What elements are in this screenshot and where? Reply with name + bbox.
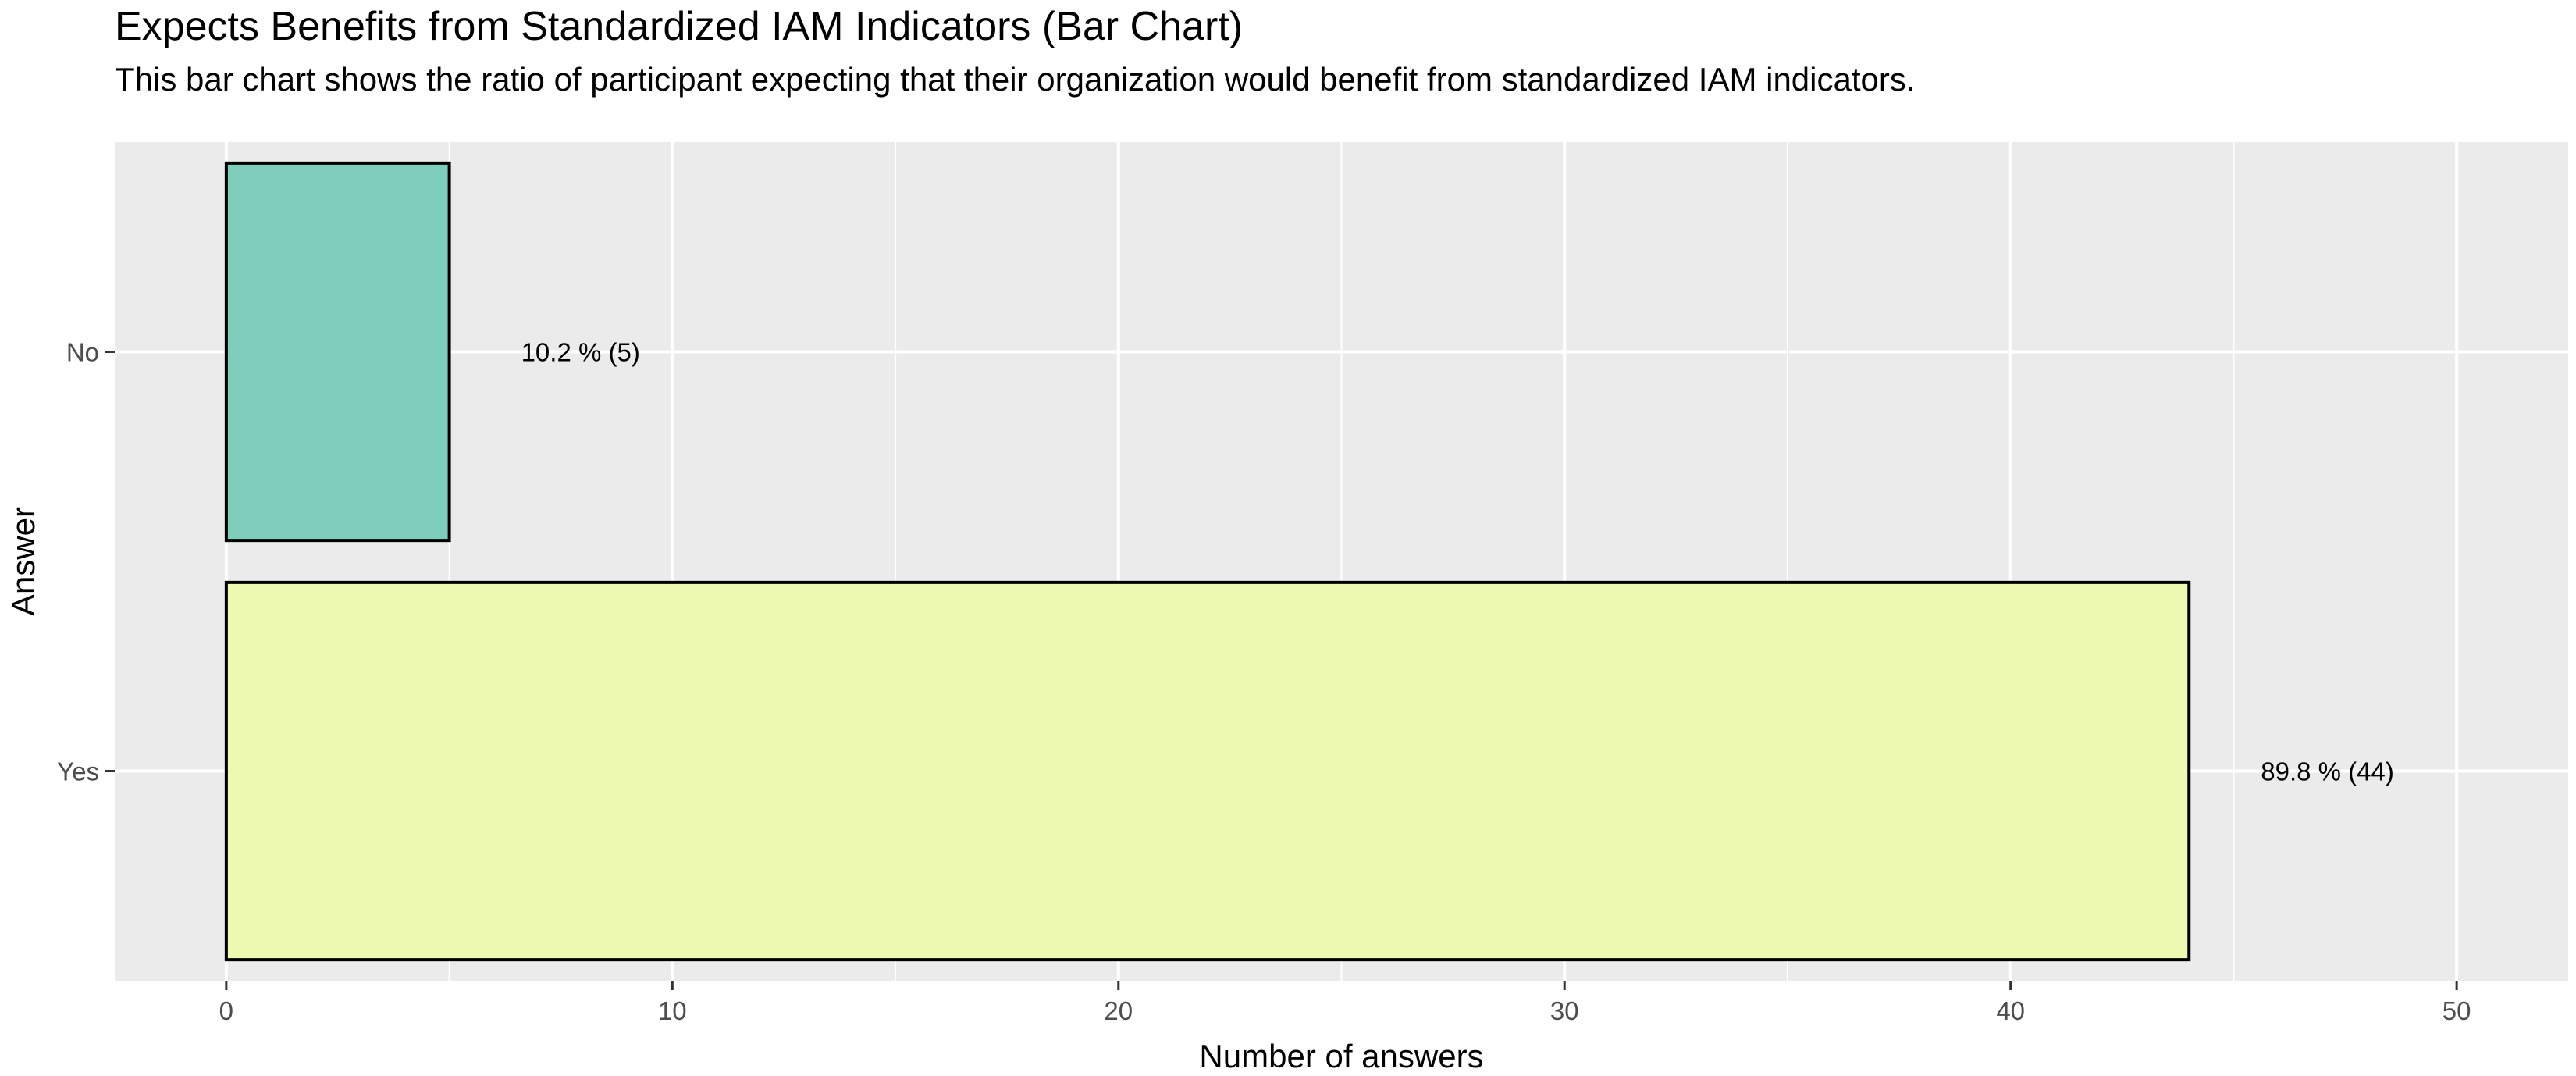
bar-no [224, 161, 451, 543]
x-axis: 0 10 20 30 40 50 [219, 981, 2471, 1025]
y-axis-title: Answer [5, 507, 41, 616]
bar-yes [224, 580, 2191, 962]
y-axis: Yes No [57, 338, 115, 786]
data-label-no: 10.2 % (5) [521, 338, 640, 367]
data-labels: 89.8 % (44) 10.2 % (5) [521, 338, 2394, 786]
data-label-yes: 89.8 % (44) [2261, 757, 2394, 786]
y-tick-label: Yes [57, 757, 99, 786]
x-axis-title: Number of answers [1199, 1038, 1483, 1074]
x-tick-label: 20 [1104, 996, 1133, 1025]
x-tick-label: 50 [2443, 996, 2471, 1025]
bars [224, 161, 2191, 962]
x-tick-label: 40 [1996, 996, 2025, 1025]
chart-title: Expects Benefits from Standardized IAM I… [115, 4, 1244, 49]
y-tick-label: No [66, 338, 99, 367]
x-tick-label: 10 [658, 996, 687, 1025]
chart-subtitle: This bar chart shows the ratio of partic… [115, 61, 1916, 98]
x-tick-label: 0 [219, 996, 233, 1025]
x-tick-label: 30 [1550, 996, 1579, 1025]
